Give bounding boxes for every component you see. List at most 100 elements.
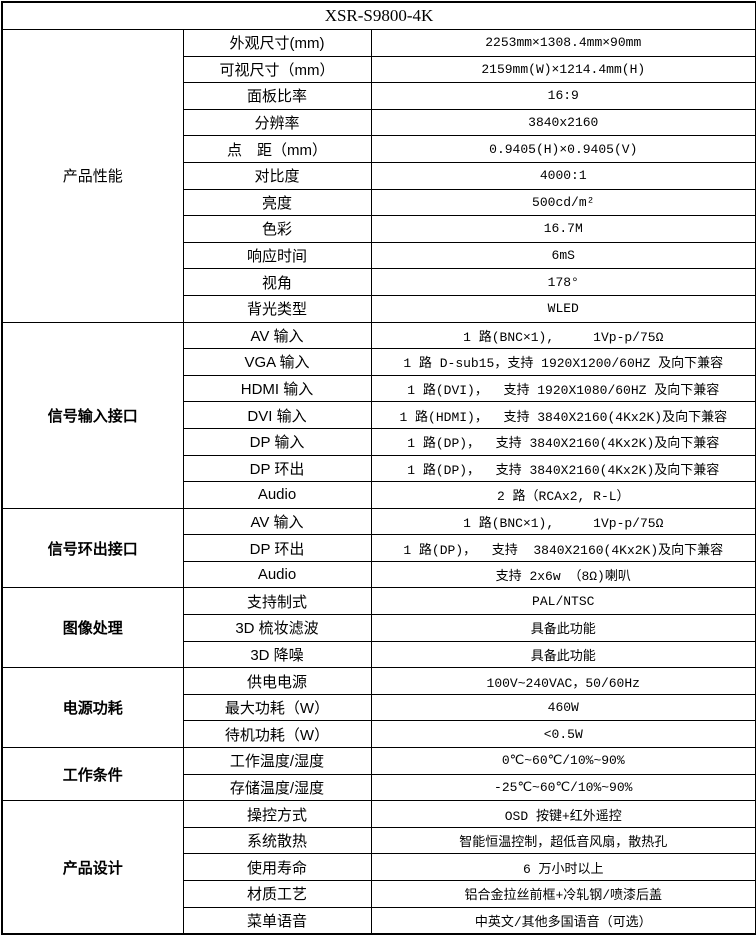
table-row: DP 环出 1 路(DP)， 支持 3840X2160(4Kx2K)及向下兼容	[2, 534, 756, 562]
spec-label-cell: 面板比率	[182, 82, 372, 110]
spec-label-cell: 待机功耗（W）	[182, 720, 372, 749]
spec-label-cell: HDMI 输入	[182, 374, 372, 403]
table-row: 系统散热 智能恒温控制，超低音风扇，散热孔	[2, 826, 756, 855]
table-row: 亮度 500cd/m²	[2, 188, 756, 217]
spec-value-cell: 100V~240VAC，50/60Hz	[370, 667, 756, 695]
spec-label-cell: VGA 输入	[182, 348, 372, 376]
spec-label-cell: DP 环出	[182, 534, 372, 562]
spec-value-cell: 1 路(BNC×1), 1Vp-p/75Ω	[370, 507, 756, 536]
spec-value-cell: <0.5W	[370, 720, 756, 749]
table-row: 点 距（mm） 0.9405(H)×0.9405(V)	[2, 135, 756, 163]
spec-label-cell: 色彩	[182, 215, 372, 243]
table-row: 3D 降噪 具备此功能	[2, 640, 756, 669]
table-row: HDMI 输入 1 路(DVI)， 支持 1920X1080/60HZ 及向下兼容	[2, 374, 756, 403]
spec-value-cell: 具备此功能	[370, 614, 756, 642]
spec-value-cell: 1 路(HDMI)， 支持 3840X2160(4Kx2K)及向下兼容	[370, 401, 756, 429]
category-cell: 图像处理	[1, 587, 184, 669]
spec-label-cell: Audio	[182, 481, 372, 509]
table-row: 对比度 4000:1	[2, 161, 756, 190]
table-row: 分辨率 3840x2160	[2, 108, 756, 137]
table-row: 最大功耗（W） 460W	[2, 693, 756, 722]
spec-label-cell: 菜单语音	[182, 906, 372, 935]
table-row: 面板比率 16:9	[2, 82, 756, 110]
spec-value-cell: 1 路(DP)， 支持 3840X2160(4Kx2K)及向下兼容	[370, 427, 756, 456]
spec-label-cell: DP 输入	[182, 427, 372, 456]
spec-value-cell: 1 路 D-sub15，支持 1920X1200/60HZ 及向下兼容	[370, 348, 756, 376]
spec-value-cell: 6mS	[370, 241, 756, 270]
spec-value-cell: PAL/NTSC	[370, 587, 756, 616]
spec-value-cell: 6 万小时以上	[370, 853, 756, 881]
table-row: 信号输入接口 AV 输入 1 路(BNC×1), 1Vp-p/75Ω	[1, 321, 756, 509]
table-row: DP 环出 1 路(DP)， 支持 3840X2160(4Kx2K)及向下兼容	[2, 454, 756, 483]
table-row: 工作条件 工作温度/湿度 0℃~60℃/10%~90%	[1, 747, 756, 802]
spec-label-cell: 最大功耗（W）	[182, 693, 372, 722]
category-cell: 产品设计	[1, 800, 184, 935]
table-row: 图像处理 支持制式 PAL/NTSC	[1, 587, 756, 669]
spec-value-cell: 1 路(DP)， 支持 3840X2160(4Kx2K)及向下兼容	[370, 534, 756, 562]
product-model-title: XSR-S9800-4K	[1, 1, 756, 30]
spec-label-cell: Audio	[182, 560, 372, 589]
spec-value-cell: 178°	[370, 268, 756, 296]
spec-value-cell: 铝合金拉丝前框+冷轧钢/喷漆后盖	[370, 880, 756, 908]
spec-value-cell: -25℃~60℃/10%~90%	[370, 773, 756, 802]
spec-value-cell: OSD 按键+红外遥控	[370, 800, 756, 828]
spec-value-cell: 1 路(DP)， 支持 3840X2160(4Kx2K)及向下兼容	[370, 454, 756, 483]
spec-label-cell: 分辨率	[182, 108, 372, 137]
category-cell: 电源功耗	[1, 667, 184, 749]
table-row: 背光类型 WLED	[2, 294, 756, 323]
category-cell: 产品性能	[1, 29, 184, 323]
table-row: 3D 梳妆滤波 具备此功能	[2, 614, 756, 642]
spec-label-cell: 支持制式	[182, 587, 372, 616]
table-row: 材质工艺 铝合金拉丝前框+冷轧钢/喷漆后盖	[2, 880, 756, 908]
table-row: 待机功耗（W） <0.5W	[2, 720, 756, 749]
spec-label-cell: AV 输入	[182, 321, 372, 350]
table-row: 使用寿命 6 万小时以上	[2, 853, 756, 881]
spec-label-cell: 操控方式	[182, 800, 372, 828]
spec-value-cell: 16:9	[370, 82, 756, 110]
spec-label-cell: DP 环出	[182, 454, 372, 483]
spec-value-cell: 1 路(BNC×1), 1Vp-p/75Ω	[370, 321, 756, 350]
spec-label-cell: 亮度	[182, 188, 372, 217]
category-cell: 信号输入接口	[1, 321, 184, 509]
spec-label-cell: 对比度	[182, 161, 372, 190]
spec-value-cell: WLED	[370, 294, 756, 323]
spec-label-cell: 材质工艺	[182, 880, 372, 908]
spec-label-cell: 响应时间	[182, 241, 372, 270]
spec-label-cell: 点 距（mm）	[182, 135, 372, 163]
spec-value-cell: 16.7M	[370, 215, 756, 243]
spec-label-cell: AV 输入	[182, 507, 372, 536]
spec-value-cell: 中英文/其他多国语音（可选）	[370, 906, 756, 935]
table-row: 电源功耗 供电电源 100V~240VAC，50/60Hz	[1, 667, 756, 749]
category-cell: 工作条件	[1, 747, 184, 802]
spec-value-cell: 具备此功能	[370, 640, 756, 669]
spec-label-cell: 供电电源	[182, 667, 372, 695]
spec-label-cell: 3D 梳妆滤波	[182, 614, 372, 642]
spec-label-cell: 外观尺寸(mm)	[182, 29, 372, 57]
spec-label-cell: 3D 降噪	[182, 640, 372, 669]
category-cell: 信号环出接口	[1, 507, 184, 589]
spec-label-cell: 工作温度/湿度	[182, 747, 372, 775]
spec-value-cell: 0.9405(H)×0.9405(V)	[370, 135, 756, 163]
table-row: Audio 支持 2x6w （8Ω)喇叭	[2, 560, 756, 589]
spec-value-cell: 智能恒温控制，超低音风扇，散热孔	[370, 826, 756, 855]
table-row: 响应时间 6mS	[2, 241, 756, 270]
spec-value-cell: 460W	[370, 693, 756, 722]
spec-label-cell: 系统散热	[182, 826, 372, 855]
table-row: DVI 输入 1 路(HDMI)， 支持 3840X2160(4Kx2K)及向下兼…	[2, 401, 756, 429]
spec-value-cell: 4000:1	[370, 161, 756, 190]
table-row: 产品设计 操控方式 OSD 按键+红外遥控	[1, 800, 756, 935]
spec-value-cell: 0℃~60℃/10%~90%	[370, 747, 756, 775]
spec-label-cell: 视角	[182, 268, 372, 296]
spec-value-cell: 2159mm(W)×1214.4mm(H)	[370, 55, 756, 84]
spec-value-cell: 500cd/m²	[370, 188, 756, 217]
spec-value-cell: 3840x2160	[370, 108, 756, 137]
table-row: 产品性能 外观尺寸(mm) 2253mm×1308.4mm×90mm	[1, 29, 756, 323]
spec-label-cell: 使用寿命	[182, 853, 372, 881]
spec-label-cell: 背光类型	[182, 294, 372, 323]
spec-value-cell: 2253mm×1308.4mm×90mm	[370, 29, 756, 57]
table-row: 色彩 16.7M	[2, 215, 756, 243]
spec-label-cell: 存储温度/湿度	[182, 773, 372, 802]
